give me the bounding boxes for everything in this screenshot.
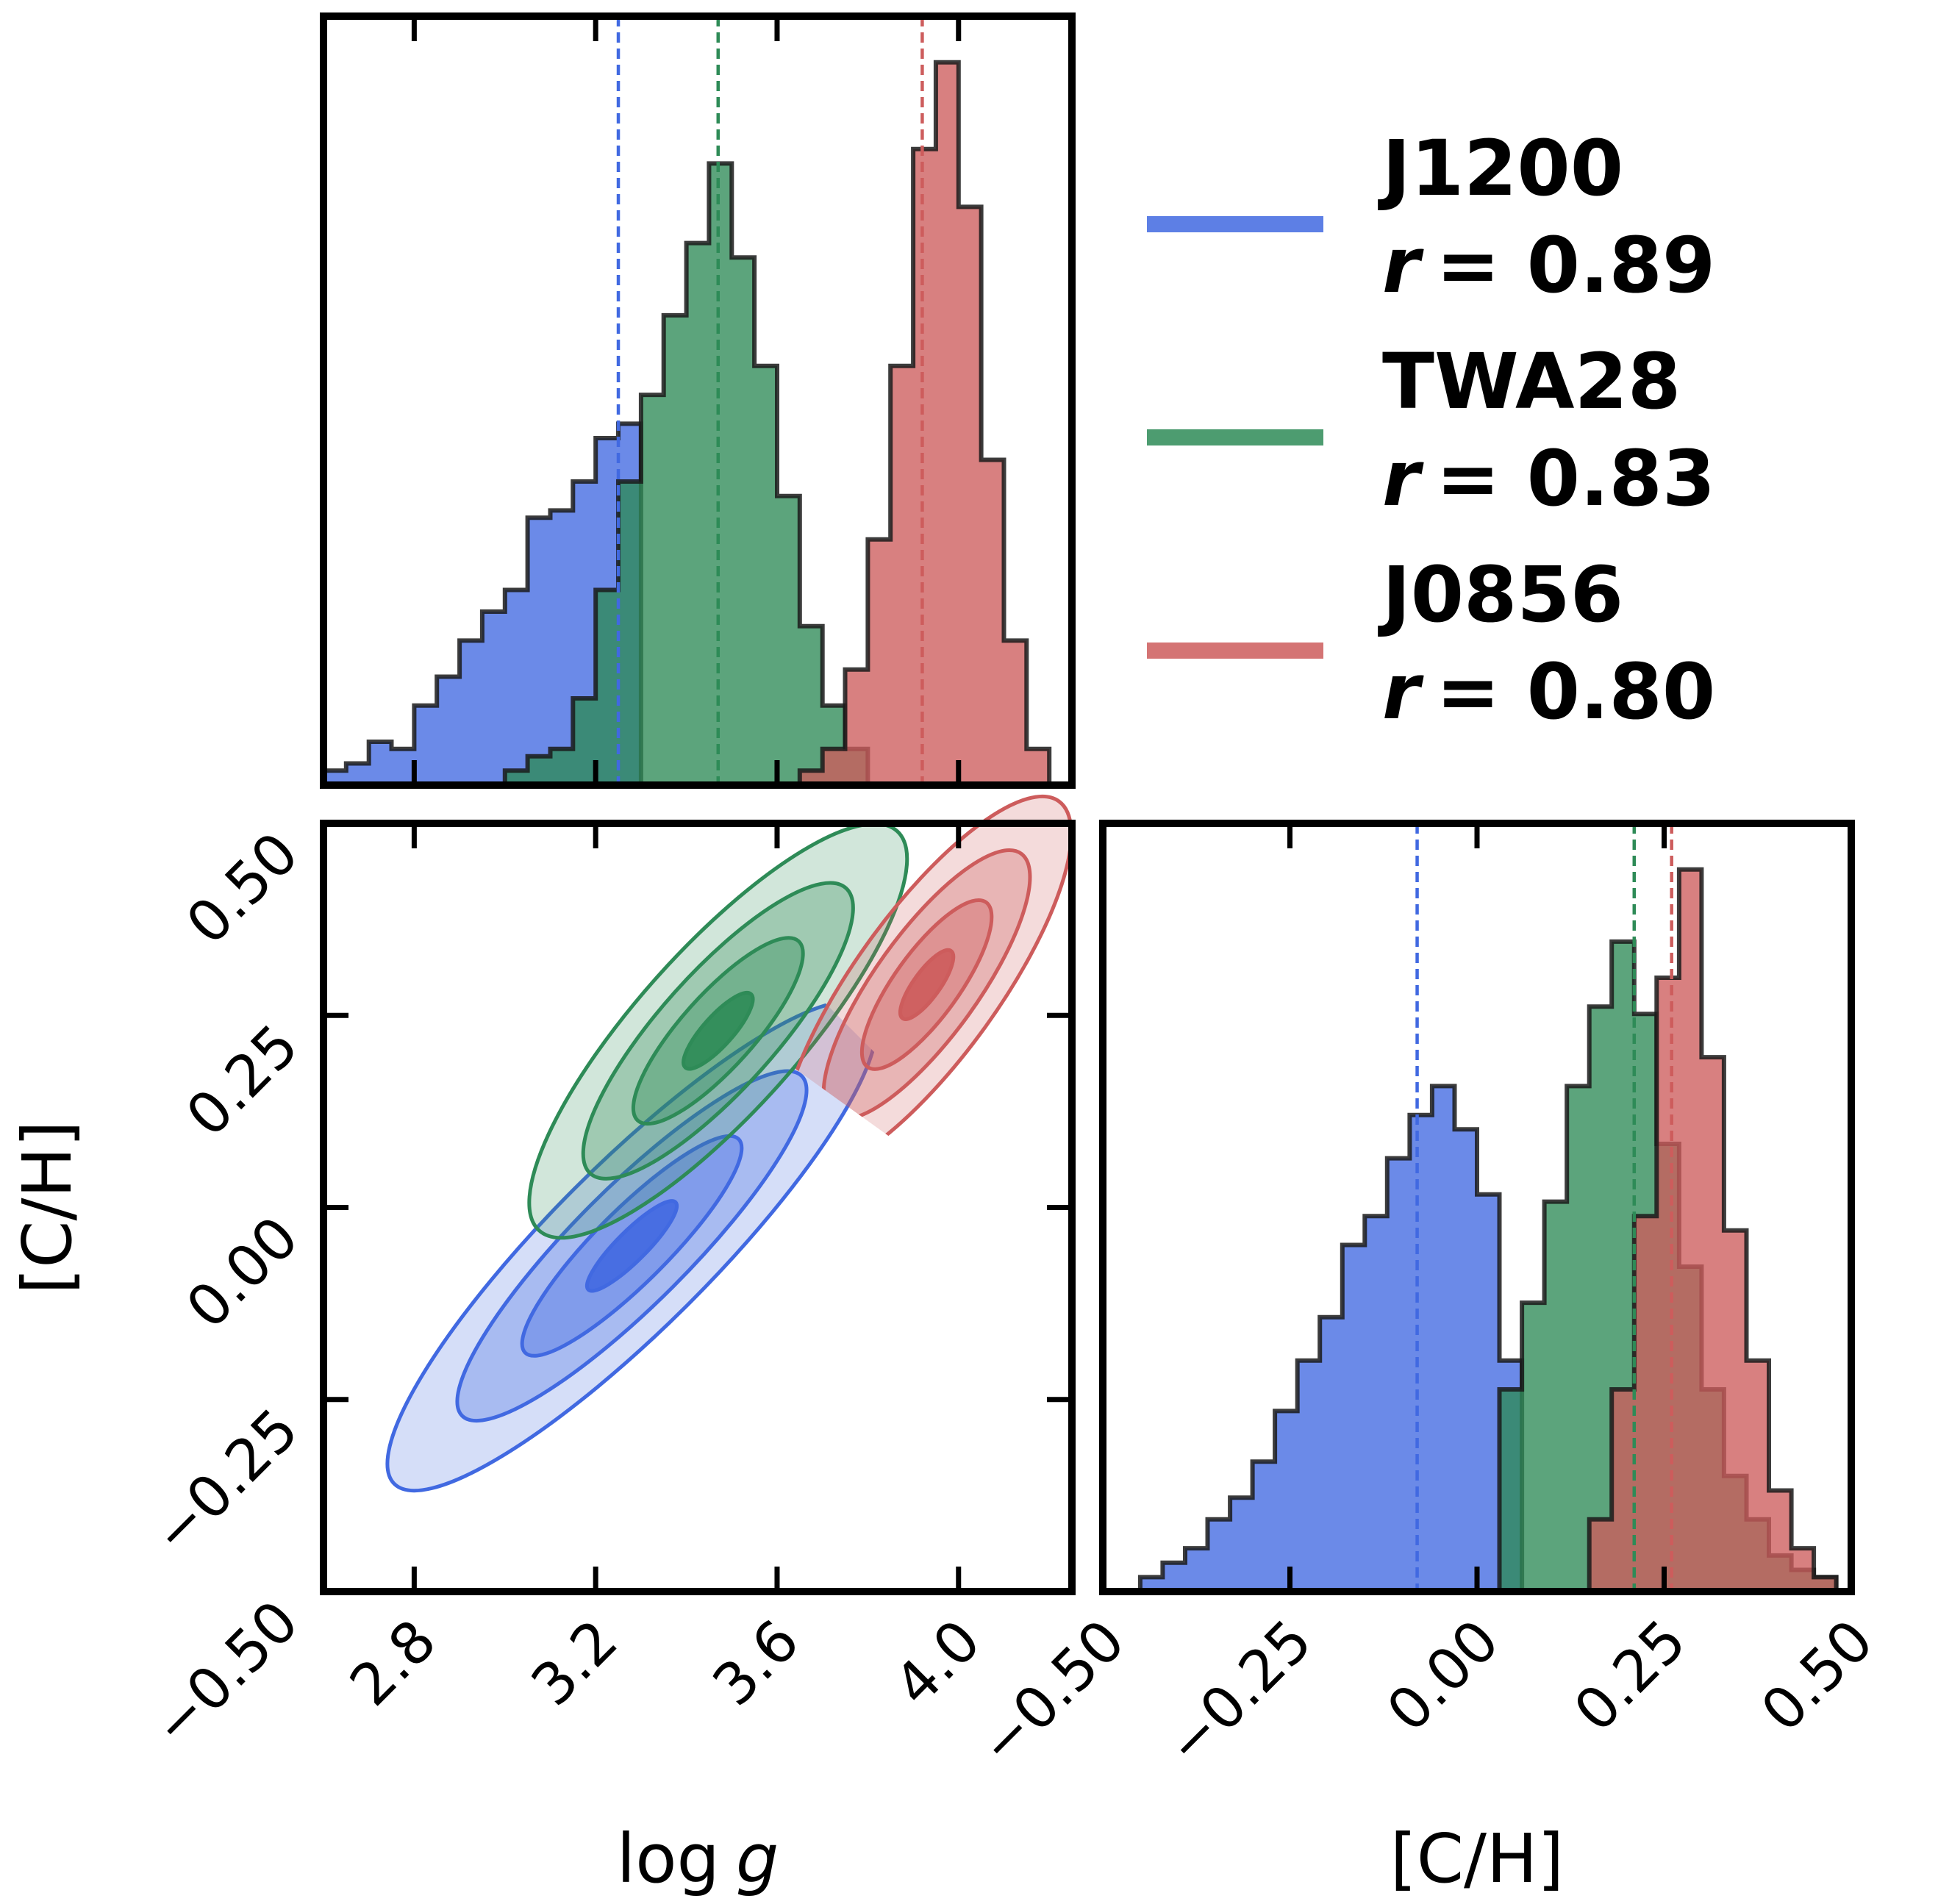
legend-label-twa28: TWA28 bbox=[1382, 337, 1681, 426]
legend-label-j0856: J0856 bbox=[1378, 550, 1623, 640]
x-tick-label-logg: 2.8 bbox=[337, 1608, 448, 1719]
legend-r-value: = 0.89 bbox=[1436, 221, 1715, 310]
x-tick-label-ch: 0.25 bbox=[1562, 1608, 1698, 1744]
logg-histogram-twa28 bbox=[502, 161, 870, 785]
x-tick-label-ch: 0.00 bbox=[1375, 1608, 1512, 1744]
contour-j1200-level-4 bbox=[584, 1199, 679, 1293]
contour-j0856-level-4 bbox=[898, 948, 956, 1021]
plot-fills bbox=[323, 60, 1839, 1592]
axis-ticks bbox=[323, 16, 1854, 1595]
x-tick-label-logg: 4.0 bbox=[882, 1608, 993, 1719]
x-axis-label-ch: [C/H] bbox=[1390, 1819, 1564, 1898]
y-axis-label-ch: [C/H] bbox=[8, 1120, 87, 1294]
x-tick-label-ch: 0.50 bbox=[1749, 1608, 1886, 1744]
y-tick-label-ch: −0.50 bbox=[140, 1589, 312, 1760]
ch-histogram-j1200 bbox=[1137, 1084, 1525, 1592]
legend-r-symbol: r bbox=[1382, 434, 1424, 523]
legend-r-j1200: r = 0.89 bbox=[1382, 221, 1715, 310]
x-tick-label-ch: −0.50 bbox=[967, 1608, 1138, 1779]
legend-r-value: = 0.83 bbox=[1436, 434, 1715, 523]
ch-histogram-j0856 bbox=[1587, 867, 1839, 1592]
y-tick-label-ch: −0.25 bbox=[140, 1397, 312, 1568]
x-tick-label-logg: 3.6 bbox=[701, 1608, 812, 1719]
legend-r-symbol: r bbox=[1382, 221, 1424, 310]
y-tick-label-ch: 0.50 bbox=[174, 820, 311, 957]
logg-histogram-j1200 bbox=[323, 421, 643, 785]
legend-r-twa28: r = 0.83 bbox=[1382, 434, 1715, 523]
panel-frame-top bbox=[320, 12, 1076, 789]
y-tick-label-ch: 0.00 bbox=[174, 1204, 311, 1341]
logg-histogram-j0856 bbox=[797, 60, 1052, 785]
x-tick-label-logg: 3.2 bbox=[519, 1608, 630, 1719]
legend-r-value: = 0.80 bbox=[1436, 647, 1715, 737]
x-axis-label-logg: log g bbox=[617, 1819, 779, 1898]
legend-r-j0856: r = 0.80 bbox=[1382, 647, 1715, 737]
x-tick-label-ch: −0.25 bbox=[1154, 1608, 1325, 1779]
legend-r-symbol: r bbox=[1382, 647, 1424, 737]
y-tick-label-ch: 0.25 bbox=[174, 1012, 311, 1149]
legend-label-j1200: J1200 bbox=[1378, 124, 1623, 213]
plot-lines bbox=[616, 16, 1673, 1592]
contour-twa28-level-4 bbox=[682, 990, 755, 1071]
